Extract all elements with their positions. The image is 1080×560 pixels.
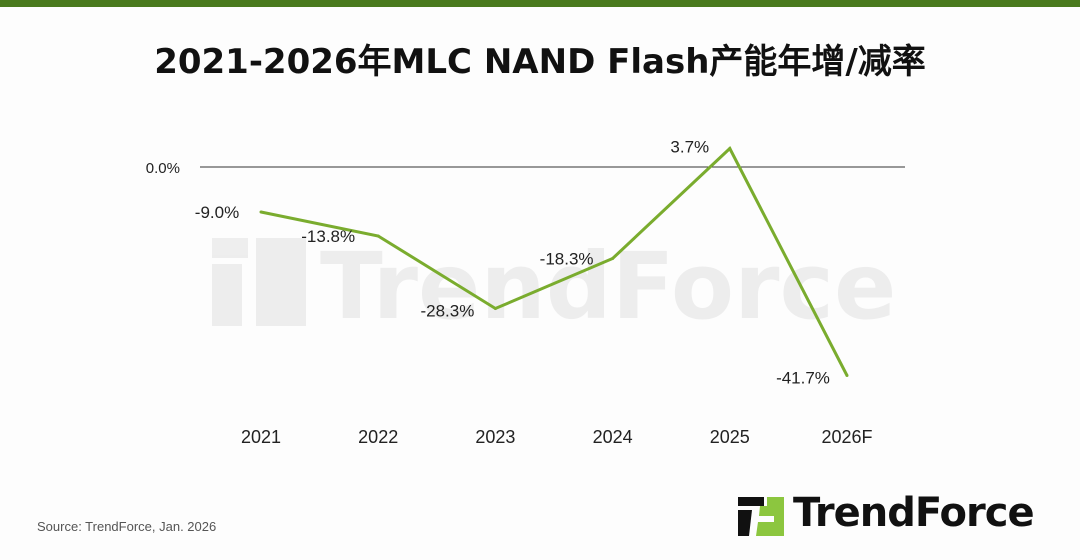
- data-label: -41.7%: [776, 369, 830, 388]
- x-tick-label: 2024: [593, 427, 633, 447]
- zero-line-label: 0.0%: [146, 160, 180, 177]
- x-tick-label: 2026F: [821, 427, 872, 447]
- x-tick-label: 2022: [358, 427, 398, 447]
- data-point: [259, 210, 263, 214]
- x-tick-label: 2023: [475, 427, 515, 447]
- data-point: [611, 257, 615, 260]
- data-label: -13.8%: [301, 227, 355, 246]
- x-tick-label: 2021: [241, 427, 281, 447]
- data-label: -9.0%: [195, 203, 239, 222]
- data-label: -18.3%: [540, 250, 594, 269]
- data-point: [845, 374, 849, 377]
- x-tick-label: 2025: [710, 427, 750, 447]
- data-label: -28.3%: [420, 302, 474, 321]
- source-note: Source: TrendForce, Jan. 2026: [37, 519, 217, 534]
- top-accent-bar: [0, 0, 1080, 7]
- data-label: 3.7%: [670, 138, 709, 157]
- series-line: [260, 146, 849, 377]
- data-point: [376, 234, 380, 238]
- data-point: [493, 307, 497, 310]
- data-point: [728, 147, 732, 150]
- svg-text:TrendForce: TrendForce: [320, 233, 896, 340]
- trendforce-logo-icon: [738, 497, 784, 536]
- trendforce-logo: TrendForce: [738, 490, 1048, 540]
- chart-title: 2021-2026年MLC NAND Flash产能年增/减率: [154, 42, 926, 82]
